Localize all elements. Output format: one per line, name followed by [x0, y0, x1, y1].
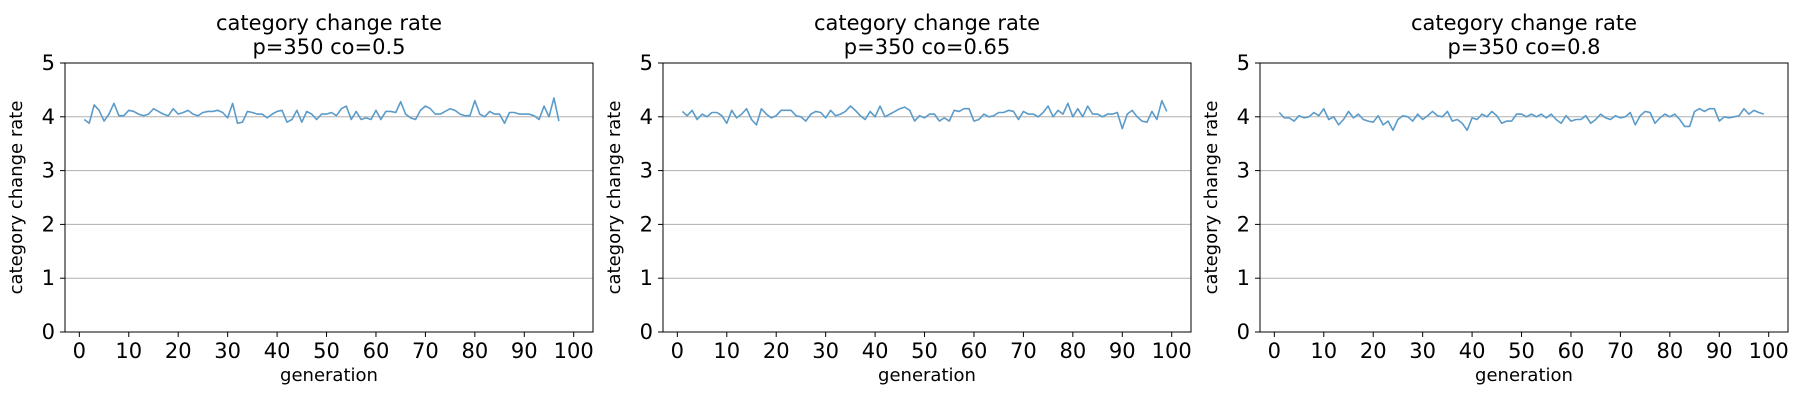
x-tick-label: 80 — [461, 339, 488, 363]
x-tick-label: 60 — [1558, 339, 1585, 363]
x-tick-label: 90 — [1706, 339, 1733, 363]
y-tick-label: 0 — [42, 320, 55, 344]
x-tick-label: 90 — [1109, 339, 1136, 363]
x-tick-label: 10 — [713, 339, 740, 363]
y-tick-label: 4 — [1237, 105, 1250, 129]
x-tick-label: 0 — [73, 339, 86, 363]
x-axis-label: generation — [878, 365, 976, 386]
x-tick-label: 60 — [363, 339, 390, 363]
y-tick-label: 2 — [42, 212, 55, 236]
x-tick-label: 70 — [412, 339, 439, 363]
x-tick-label: 20 — [165, 339, 192, 363]
x-tick-label: 100 — [554, 339, 594, 363]
x-tick-label: 10 — [115, 339, 142, 363]
x-tick-label: 80 — [1656, 339, 1683, 363]
x-tick-label: 70 — [1010, 339, 1037, 363]
chart-subtitle: p=350 co=0.65 — [844, 35, 1010, 59]
y-tick-label: 5 — [1237, 51, 1250, 75]
y-axis-label: category change rate — [1201, 101, 1222, 295]
y-tick-label: 5 — [640, 51, 653, 75]
x-tick-label: 20 — [1360, 339, 1387, 363]
y-tick-label: 0 — [1237, 320, 1250, 344]
y-tick-label: 3 — [42, 159, 55, 183]
chart-title: category change rate — [1411, 11, 1637, 35]
chart-title: category change rate — [814, 11, 1040, 35]
x-tick-label: 40 — [862, 339, 889, 363]
y-tick-label: 2 — [640, 212, 653, 236]
x-tick-label: 40 — [1459, 339, 1486, 363]
y-tick-label: 0 — [640, 320, 653, 344]
x-axis-label: generation — [280, 365, 378, 386]
x-tick-label: 30 — [1409, 339, 1436, 363]
x-tick-label: 90 — [511, 339, 538, 363]
y-tick-label: 4 — [640, 105, 653, 129]
series-line — [681, 99, 1168, 130]
x-tick-label: 80 — [1059, 339, 1086, 363]
y-tick-label: 4 — [42, 105, 55, 129]
y-tick-label: 3 — [1237, 159, 1250, 183]
y-tick-label: 1 — [42, 266, 55, 290]
axes-frame — [662, 62, 1192, 333]
x-tick-label: 100 — [1749, 339, 1789, 363]
y-axis-label: category change rate — [6, 101, 27, 295]
axes-frame — [1259, 62, 1789, 333]
chart-title: category change rate — [216, 11, 442, 35]
x-tick-label: 30 — [214, 339, 241, 363]
x-tick-label: 0 — [671, 339, 684, 363]
x-axis-label: generation — [1475, 365, 1573, 386]
y-tick-label: 1 — [640, 266, 653, 290]
x-tick-label: 60 — [961, 339, 988, 363]
x-tick-label: 30 — [812, 339, 839, 363]
axes-frame — [64, 62, 594, 333]
series-line — [83, 97, 560, 125]
y-tick-label: 5 — [42, 51, 55, 75]
x-tick-label: 10 — [1310, 339, 1337, 363]
x-tick-label: 40 — [264, 339, 291, 363]
x-tick-label: 50 — [911, 339, 938, 363]
chart-subtitle: p=350 co=0.8 — [1447, 35, 1600, 59]
chart-subtitle: p=350 co=0.5 — [252, 35, 405, 59]
x-tick-label: 0 — [1268, 339, 1281, 363]
x-tick-label: 70 — [1607, 339, 1634, 363]
x-tick-label: 20 — [763, 339, 790, 363]
x-tick-label: 50 — [313, 339, 340, 363]
y-axis-label: category change rate — [604, 101, 625, 295]
y-tick-label: 2 — [1237, 212, 1250, 236]
x-tick-label: 50 — [1508, 339, 1535, 363]
x-tick-label: 100 — [1152, 339, 1192, 363]
series-line — [1278, 107, 1765, 132]
y-tick-label: 1 — [1237, 266, 1250, 290]
y-tick-label: 3 — [640, 159, 653, 183]
